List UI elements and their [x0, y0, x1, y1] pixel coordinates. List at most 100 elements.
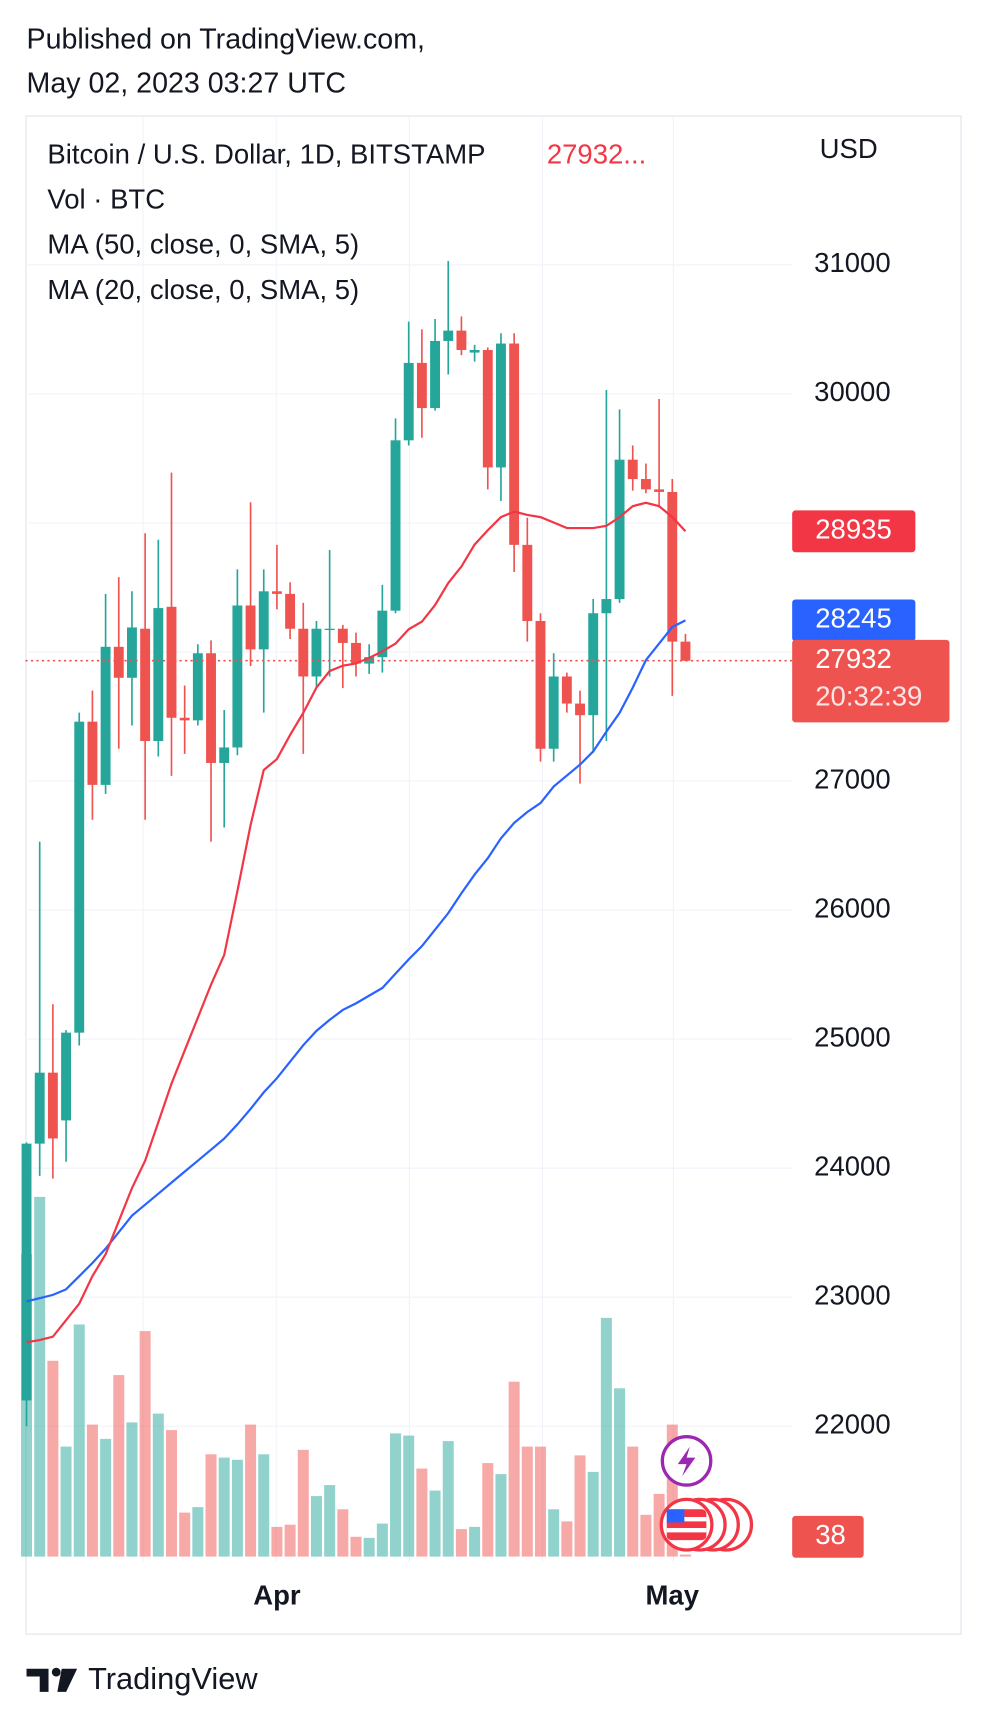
- volume-bar: [614, 1388, 626, 1557]
- volume-bar: [363, 1537, 375, 1557]
- candle-body: [271, 591, 282, 594]
- volume-bar: [600, 1317, 612, 1557]
- x-tick-label: Apr: [253, 1580, 301, 1611]
- flag-stripe: [666, 1516, 707, 1522]
- volume-bar: [495, 1474, 507, 1557]
- candle-body: [34, 1072, 45, 1144]
- volume-bar: [231, 1459, 243, 1557]
- volume-bar: [179, 1512, 191, 1557]
- candle-body: [21, 1143, 32, 1401]
- price-box-label: 28935: [815, 514, 891, 545]
- volume-bar: [113, 1375, 125, 1557]
- volume-bar: [561, 1521, 573, 1557]
- y-tick-label: 26000: [814, 892, 890, 923]
- legend-ma50: MA (50, close, 0, SMA, 5): [47, 229, 359, 260]
- candle-body: [640, 479, 651, 490]
- volume-bar: [337, 1509, 349, 1557]
- volume-bar: [271, 1526, 283, 1557]
- price-box: [792, 639, 950, 723]
- volume-bar: [521, 1446, 533, 1557]
- volume-bar: [297, 1449, 309, 1557]
- candle-body: [113, 646, 124, 678]
- candle-body: [575, 703, 585, 716]
- volume-bar: [666, 1424, 678, 1557]
- price-box-label: 28245: [815, 603, 891, 634]
- candle-body: [456, 330, 467, 350]
- candle-body: [601, 599, 612, 614]
- candle-body: [192, 653, 203, 721]
- lightning: [677, 1446, 696, 1477]
- logo-t: [26, 1668, 49, 1692]
- volume-bar: [442, 1441, 454, 1557]
- candle-body: [232, 605, 243, 748]
- flag-icons[interactable]: [659, 1497, 754, 1552]
- volume-bar: [548, 1509, 560, 1557]
- volume-box-label: 38: [815, 1519, 846, 1550]
- candle-body: [311, 628, 322, 677]
- volume-bar: [218, 1457, 230, 1557]
- volume-bar: [534, 1446, 546, 1557]
- volume-bar: [192, 1507, 204, 1557]
- volume-bar: [60, 1446, 72, 1557]
- volume-bar: [205, 1454, 217, 1557]
- candle-body: [390, 440, 401, 611]
- y-tick-label: 22000: [814, 1409, 890, 1440]
- legend-ma20: MA (20, close, 0, SMA, 5): [47, 274, 359, 305]
- candle-body: [416, 362, 427, 409]
- candle-body: [667, 491, 678, 642]
- y-tick-label: 31000: [814, 247, 890, 278]
- legend-price: 27932...: [547, 138, 646, 169]
- volume-bar: [403, 1435, 415, 1557]
- logo-v: [57, 1668, 78, 1692]
- footer-brand: TradingView: [88, 1661, 258, 1696]
- candle-body: [403, 362, 414, 441]
- candle-body: [140, 628, 151, 742]
- price-box-label: 27932: [815, 643, 891, 674]
- legend-volume: Vol · BTC: [47, 184, 165, 215]
- candle-body: [87, 721, 98, 785]
- candle-body: [337, 628, 348, 643]
- candle-body: [680, 641, 691, 661]
- volume-bar: [126, 1422, 138, 1557]
- candle-body: [614, 459, 625, 600]
- volume-bar: [152, 1413, 164, 1557]
- candle-body: [535, 620, 546, 749]
- volume-bar: [627, 1446, 639, 1557]
- y-tick-label: 30000: [814, 376, 890, 407]
- candle-body: [654, 489, 665, 492]
- candle-body: [588, 613, 599, 716]
- candle-body: [206, 653, 216, 763]
- candle-body: [127, 627, 137, 678]
- candle-body: [482, 349, 493, 468]
- volume-bar: [165, 1430, 177, 1557]
- countdown: 20:32:39: [815, 680, 922, 711]
- volume-bar: [86, 1424, 98, 1557]
- candle-body: [364, 657, 375, 664]
- legend-title: Bitcoin / U.S. Dollar, 1D, BITSTAMP: [47, 138, 485, 169]
- volume-bar: [310, 1496, 322, 1557]
- candle-body: [548, 676, 559, 749]
- ma-line: [26, 619, 686, 1303]
- volume-bar: [653, 1493, 665, 1557]
- volume-bar: [100, 1438, 112, 1557]
- volume-bar: [469, 1526, 481, 1557]
- volume-bar: [416, 1468, 428, 1557]
- candle-body: [61, 1032, 72, 1121]
- volume-bar: [508, 1381, 520, 1557]
- volume-bar: [284, 1524, 296, 1557]
- candle-body: [258, 591, 269, 650]
- candle-body: [430, 340, 441, 409]
- logo-dot: [51, 1667, 61, 1677]
- candle-body: [166, 606, 177, 718]
- price-box: [792, 599, 916, 642]
- volume-bar: [376, 1523, 388, 1557]
- volume-bar: [73, 1324, 85, 1557]
- candle-body: [153, 608, 164, 742]
- candle-body: [627, 459, 638, 480]
- candle-body: [522, 544, 533, 621]
- flag-stripe: [666, 1527, 707, 1533]
- ma-line: [26, 501, 687, 1344]
- chart-frame: [25, 115, 962, 1635]
